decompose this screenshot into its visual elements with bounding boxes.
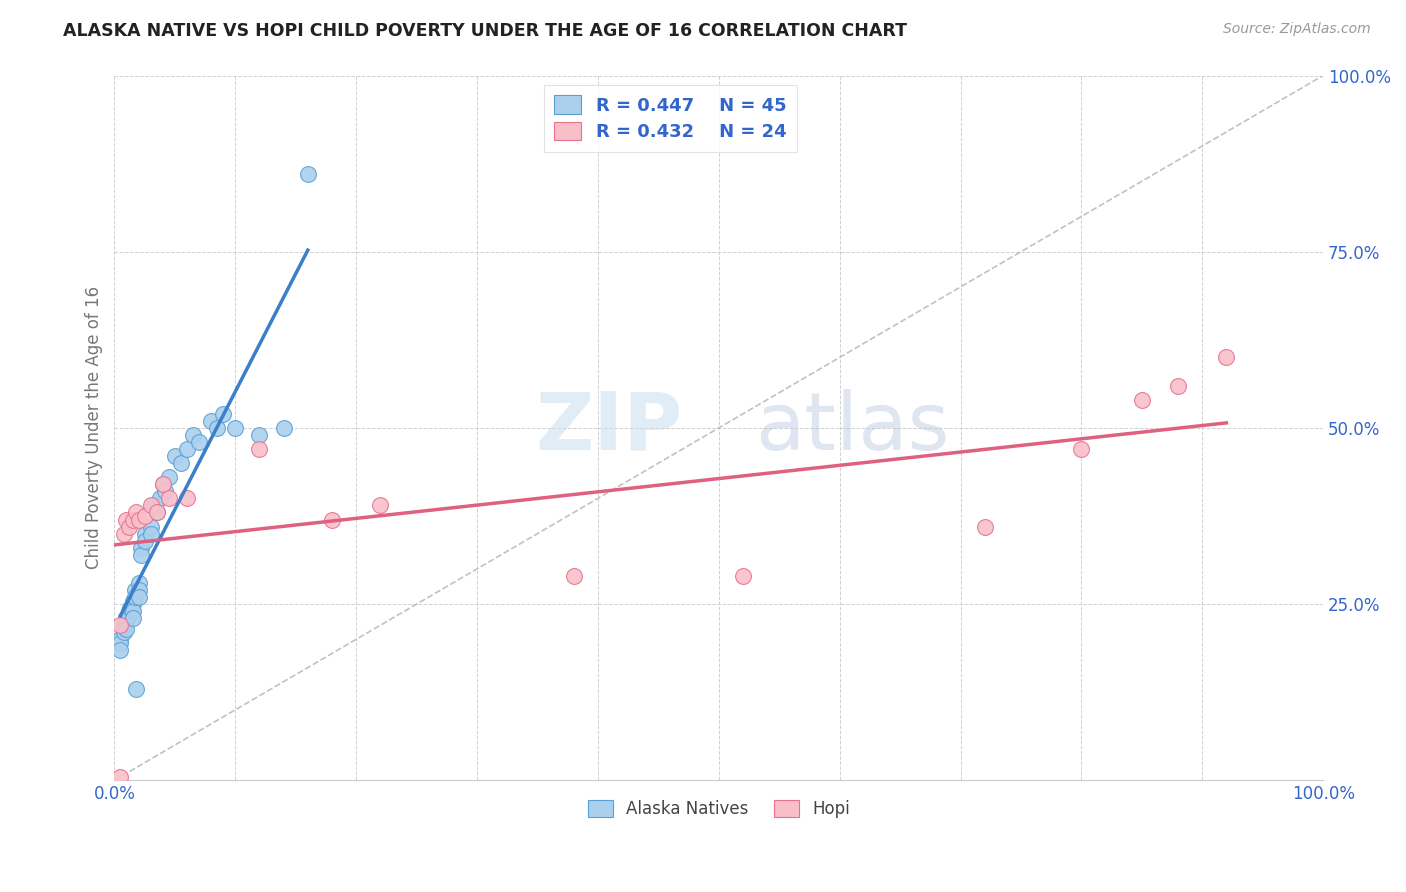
Point	[297, 167, 319, 181]
Point	[125, 506, 148, 520]
Point	[1215, 351, 1237, 365]
Point	[139, 499, 162, 513]
Point	[115, 512, 138, 526]
Point	[176, 442, 198, 456]
Point	[200, 414, 222, 428]
Point	[224, 421, 246, 435]
Point	[128, 590, 150, 604]
Point	[139, 526, 162, 541]
Point	[110, 632, 132, 647]
Text: ALASKA NATIVE VS HOPI CHILD POVERTY UNDER THE AGE OF 16 CORRELATION CHART: ALASKA NATIVE VS HOPI CHILD POVERTY UNDE…	[63, 22, 907, 40]
Point	[562, 569, 585, 583]
Point	[273, 421, 295, 435]
Point	[121, 611, 143, 625]
Point	[152, 477, 174, 491]
Text: Source: ZipAtlas.com: Source: ZipAtlas.com	[1223, 22, 1371, 37]
Point	[110, 643, 132, 657]
Point	[149, 491, 172, 506]
Point	[181, 428, 204, 442]
Point	[370, 499, 392, 513]
Point	[110, 770, 132, 784]
Point	[110, 618, 132, 632]
Point	[115, 615, 138, 629]
Point	[249, 442, 271, 456]
Point	[118, 604, 141, 618]
Point	[134, 526, 156, 541]
Point	[121, 604, 143, 618]
Point	[120, 600, 142, 615]
Point	[1070, 442, 1092, 456]
Point	[121, 593, 143, 607]
Point	[731, 569, 754, 583]
Point	[163, 449, 186, 463]
Point	[249, 428, 271, 442]
Point	[143, 499, 166, 513]
Point	[115, 622, 138, 636]
Point	[321, 512, 343, 526]
Point	[176, 491, 198, 506]
Point	[134, 533, 156, 548]
Point	[118, 607, 141, 622]
Point	[212, 407, 235, 421]
Point	[112, 625, 135, 640]
Legend: Alaska Natives, Hopi: Alaska Natives, Hopi	[581, 793, 856, 825]
Point	[153, 484, 176, 499]
Point	[112, 618, 135, 632]
Point	[134, 508, 156, 523]
Point	[121, 512, 143, 526]
Point	[110, 636, 132, 650]
Point	[118, 519, 141, 533]
Point	[128, 582, 150, 597]
Text: ZIP: ZIP	[536, 389, 682, 467]
Point	[1167, 378, 1189, 392]
Point	[129, 548, 152, 562]
Text: atlas: atlas	[755, 389, 949, 467]
Point	[152, 477, 174, 491]
Point	[1130, 392, 1153, 407]
Point	[121, 597, 143, 611]
Point	[128, 512, 150, 526]
Point	[115, 611, 138, 625]
Point	[128, 576, 150, 591]
Point	[145, 506, 167, 520]
Point	[205, 421, 228, 435]
Point	[188, 435, 211, 450]
Point	[112, 526, 135, 541]
Point	[124, 582, 146, 597]
Point	[139, 519, 162, 533]
Point	[157, 470, 180, 484]
Point	[125, 681, 148, 696]
Point	[145, 506, 167, 520]
Point	[124, 590, 146, 604]
Point	[129, 541, 152, 555]
Point	[973, 519, 995, 533]
Point	[170, 456, 193, 470]
Point	[157, 491, 180, 506]
Y-axis label: Child Poverty Under the Age of 16: Child Poverty Under the Age of 16	[86, 286, 103, 569]
